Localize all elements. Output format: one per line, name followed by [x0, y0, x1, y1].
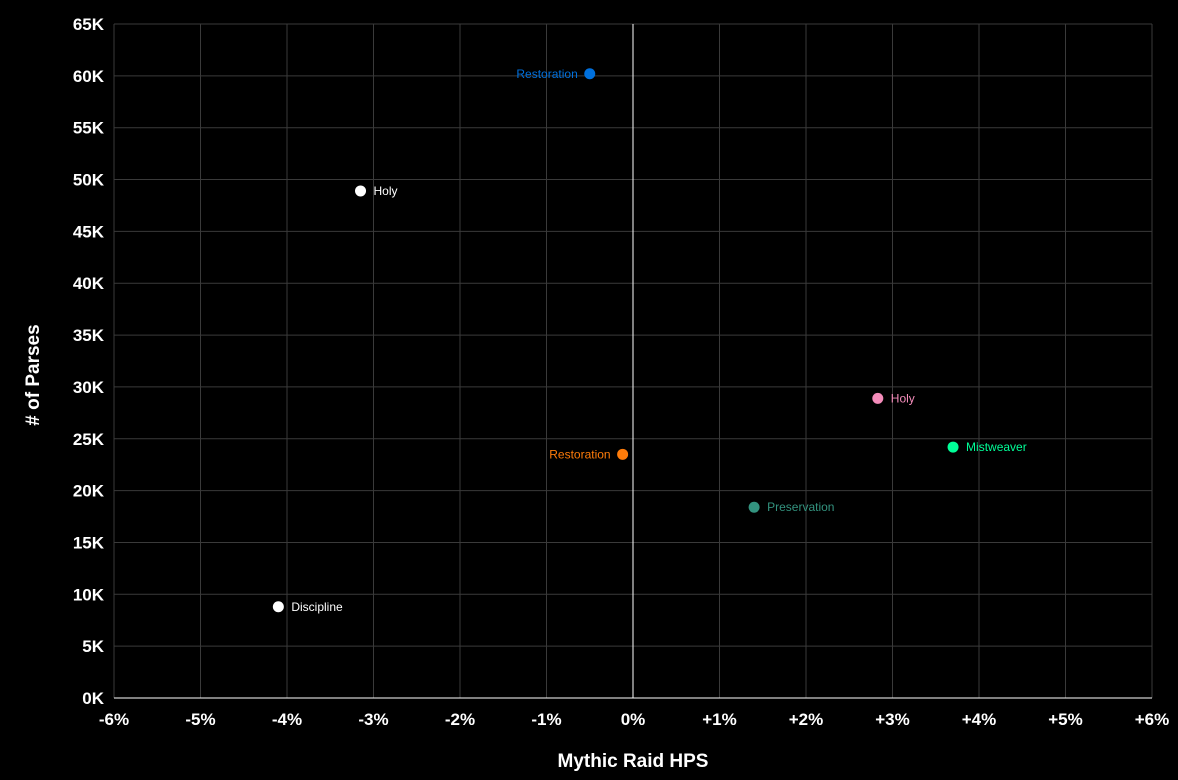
point-label: Restoration — [516, 67, 577, 81]
x-tick-label: -2% — [445, 710, 475, 729]
x-tick-label: -4% — [272, 710, 302, 729]
x-tick-label: -3% — [358, 710, 388, 729]
x-tick-label: 0% — [621, 710, 646, 729]
data-point[interactable] — [872, 392, 884, 404]
data-point[interactable] — [617, 448, 629, 460]
x-tick-label: +4% — [962, 710, 997, 729]
y-tick-label: 60K — [73, 67, 105, 86]
y-tick-label: 5K — [82, 637, 104, 656]
data-point[interactable] — [355, 185, 367, 197]
data-point[interactable] — [748, 501, 760, 513]
data-point[interactable] — [584, 68, 596, 80]
x-axis-title: Mythic Raid HPS — [558, 751, 709, 772]
point-label: Restoration — [549, 447, 610, 461]
y-tick-label: 55K — [73, 119, 105, 138]
x-tick-label: -1% — [531, 710, 561, 729]
x-tick-label: +2% — [789, 710, 824, 729]
data-point[interactable] — [272, 601, 284, 613]
y-tick-label: 30K — [73, 378, 105, 397]
x-tick-label: +3% — [875, 710, 910, 729]
y-tick-label: 50K — [73, 171, 105, 190]
data-point[interactable] — [947, 441, 959, 453]
y-tick-label: 25K — [73, 430, 105, 449]
point-label: Mistweaver — [966, 440, 1027, 454]
axis-ticks: -6% -5% -4% -3% -2% -1% 0% +1% +2% +3% +4% +5% +6% 0K… — [73, 15, 1169, 729]
y-tick-label: 20K — [73, 482, 105, 501]
x-tick-label: +5% — [1048, 710, 1083, 729]
point-label: Preservation — [767, 500, 834, 514]
y-tick-label: 0K — [82, 689, 104, 708]
y-tick-label: 45K — [73, 222, 105, 241]
point-label: Discipline — [291, 600, 343, 614]
y-tick-label: 40K — [73, 274, 105, 293]
y-tick-label: 15K — [73, 533, 105, 552]
x-tick-label: -6% — [99, 710, 129, 729]
y-tick-label: 35K — [73, 326, 105, 345]
x-tick-label: +1% — [702, 710, 737, 729]
y-tick-label: 10K — [73, 585, 105, 604]
point-label: Holy — [374, 184, 398, 198]
x-tick-label: -5% — [185, 710, 215, 729]
grid-lines — [113, 23, 1153, 699]
y-tick-label: 65K — [73, 15, 105, 34]
point-label: Holy — [891, 391, 915, 405]
y-axis-title: # of Parses — [23, 324, 44, 425]
x-tick-label: +6% — [1135, 710, 1170, 729]
data-points: Restoration Holy Holy Mistweaver Restoration… — [272, 67, 1027, 614]
